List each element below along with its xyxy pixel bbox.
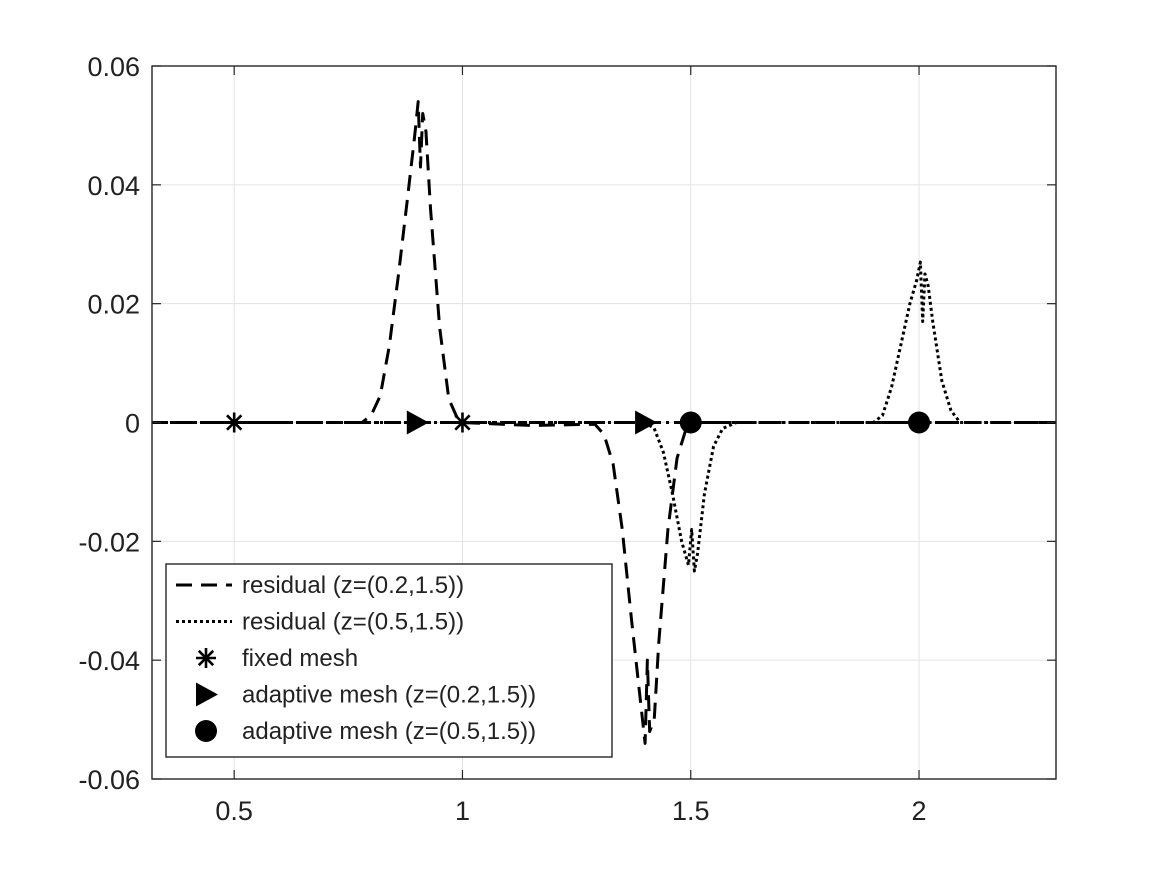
circle-marker (679, 411, 702, 434)
legend-label: fixed mesh (242, 645, 358, 672)
legend-entry: adaptive mesh (z=(0.5,1.5)) (195, 718, 536, 745)
legend-label: adaptive mesh (z=(0.5,1.5)) (242, 718, 536, 745)
legend-entry: residual (z=(0.5,1.5)) (176, 609, 464, 636)
triangle-right-marker (406, 410, 429, 435)
x-tick-label: 1 (455, 796, 470, 826)
y-tick-label: -0.02 (78, 527, 140, 557)
y-tick-label: 0 (125, 409, 140, 439)
legend-label: residual (z=(0.2,1.5)) (242, 572, 464, 599)
x-tick-label: 0.5 (215, 796, 253, 826)
y-tick-label: 0.04 (87, 171, 140, 201)
triangle-right-marker (635, 410, 658, 435)
y-tick-label: -0.06 (78, 765, 140, 795)
axis-ticks: 0.5 1 1.5 2 0.06 0.04 0.02 0 -0.02 -0.04 -0.06 (78, 52, 1056, 826)
series-layer (152, 100, 1056, 745)
legend-entry: fixed mesh (196, 645, 358, 672)
legend-box (165, 563, 613, 758)
legend-label: adaptive mesh (z=(0.2,1.5)) (242, 682, 536, 709)
y-tick-label: -0.04 (78, 646, 140, 676)
circle-marker (908, 411, 931, 434)
x-tick-label: 1.5 (672, 796, 710, 826)
legend-marker-swatch (196, 648, 216, 668)
legend-marker-swatch (195, 720, 217, 742)
legend-entry: adaptive mesh (z=(0.2,1.5)) (196, 682, 536, 709)
x-tick-label: 2 (912, 796, 927, 826)
y-tick-label: 0.06 (87, 52, 140, 82)
asterisk-marker (224, 412, 245, 433)
legend-label: residual (z=(0.5,1.5)) (242, 609, 464, 636)
y-tick-label: 0.02 (87, 290, 140, 320)
legend: residual (z=(0.2,1.5)) residual (z=(0.5,1… (165, 563, 613, 758)
asterisk-marker (452, 412, 473, 433)
series-line-2 (152, 260, 1056, 573)
legend-entry: residual (z=(0.2,1.5)) (176, 572, 464, 599)
legend-marker-swatch (196, 682, 218, 707)
